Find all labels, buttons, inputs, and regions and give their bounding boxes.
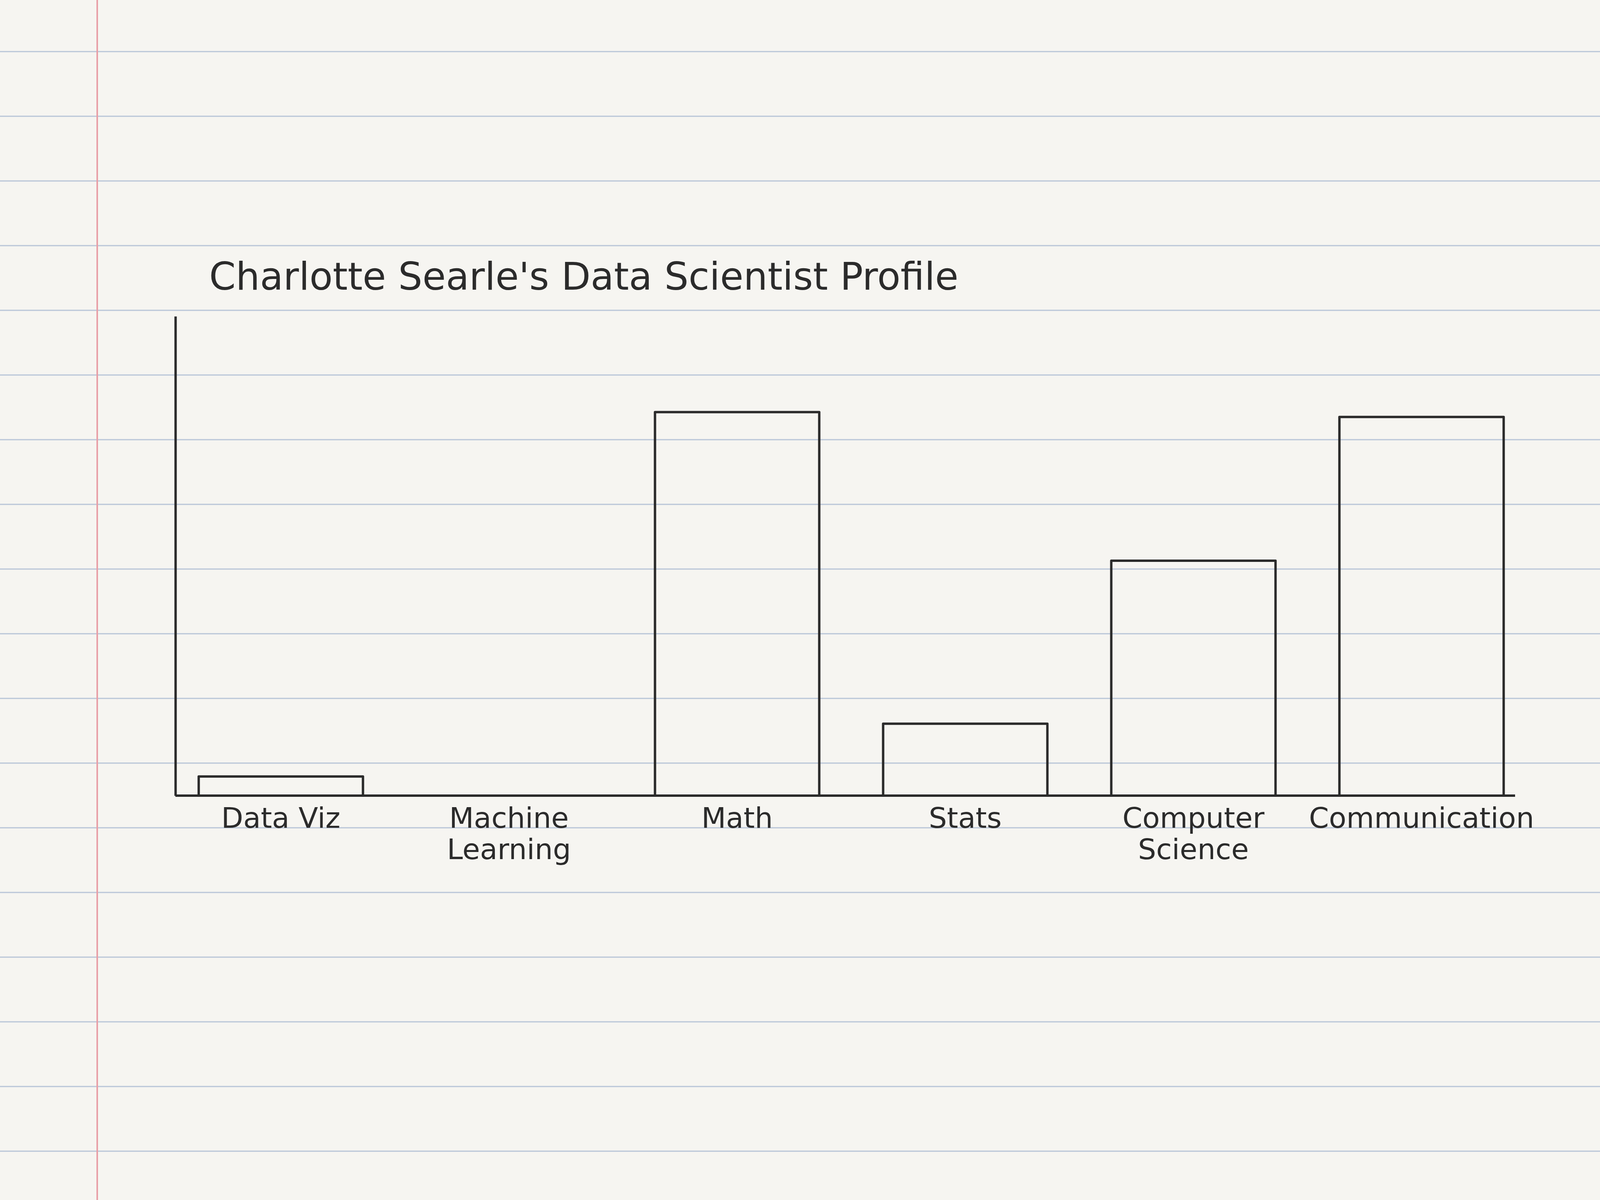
x-tick: Data Viz xyxy=(221,801,341,835)
paper-rule xyxy=(0,503,1600,506)
paper xyxy=(0,0,1600,1200)
bar xyxy=(655,412,820,796)
bar xyxy=(882,723,1048,796)
paper-rule xyxy=(0,698,1600,700)
x-tick-label-line: Computer xyxy=(1122,801,1265,835)
bar xyxy=(1111,560,1276,796)
x-tick-label: ComputerScience xyxy=(1122,801,1265,866)
chart-svg: Charlotte Searle's Data Scientist Profil… xyxy=(0,0,1600,1200)
paper-rule xyxy=(0,762,1600,764)
x-tick: Math xyxy=(701,801,773,835)
y-axis xyxy=(175,316,176,797)
paper-rule xyxy=(0,245,1600,247)
x-tick: ComputerScience xyxy=(1122,801,1265,866)
x-tick-label-line: Science xyxy=(1138,832,1249,866)
paper-rule xyxy=(0,1150,1600,1152)
x-tick-label-line: Machine xyxy=(449,801,569,835)
chart-title: Charlotte Searle's Data Scientist Profil… xyxy=(209,254,959,299)
x-tick: Stats xyxy=(928,801,1002,835)
x-axis-line xyxy=(175,794,1516,797)
x-axis: Data Viz MachineLearning Math Stats Computer… xyxy=(175,795,1535,866)
x-tick-label: Stats xyxy=(928,801,1002,835)
x-tick-label: Data Viz xyxy=(221,801,341,835)
paper-rule xyxy=(0,51,1600,53)
x-tick: Communication xyxy=(1309,801,1535,835)
x-tick-label: Math xyxy=(701,801,773,835)
bar xyxy=(1339,417,1504,796)
paper-rule xyxy=(0,1086,1600,1088)
bar xyxy=(198,776,364,796)
x-tick-label: Communication xyxy=(1309,801,1535,835)
paper-rule xyxy=(0,115,1600,118)
paper-rule xyxy=(0,374,1600,376)
paper-rule xyxy=(0,568,1600,570)
bars xyxy=(198,412,1504,796)
x-tick-label-line: Learning xyxy=(446,832,572,866)
paper-background xyxy=(0,0,1600,1200)
paper-margin xyxy=(96,0,99,1200)
paper-rule xyxy=(0,633,1600,635)
paper-rule xyxy=(0,1021,1600,1023)
paper-rule xyxy=(0,956,1600,958)
x-tick-label: MachineLearning xyxy=(446,801,572,866)
x-tick: MachineLearning xyxy=(446,801,572,866)
paper-rule xyxy=(0,892,1600,894)
paper-rule xyxy=(0,180,1600,182)
paper-rule xyxy=(0,309,1600,312)
y-axis-line xyxy=(174,316,177,797)
paper-rule xyxy=(0,439,1600,441)
